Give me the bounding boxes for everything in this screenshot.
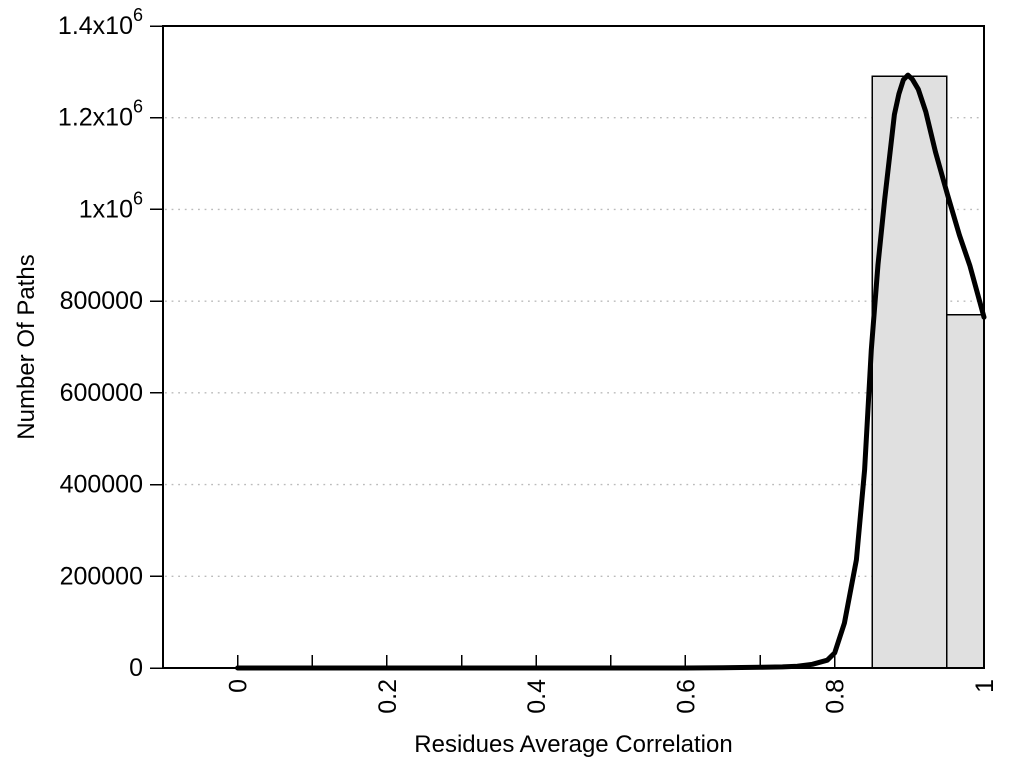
x-tick-label: 1 <box>971 679 999 693</box>
x-tick-label: 0.2 <box>374 679 402 714</box>
y-tick-label: 400000 <box>60 471 143 499</box>
x-tick-label: 0.6 <box>672 679 700 714</box>
x-tick-label: 0.8 <box>822 679 850 714</box>
y-tick-label: 0 <box>129 654 143 682</box>
y-axis-title: Number Of Paths <box>13 254 40 439</box>
y-tick-label: 200000 <box>60 562 143 590</box>
y-tick-marks <box>150 25 162 669</box>
y-tick-label: 1.2x106 <box>58 97 143 132</box>
histogram-bars <box>871 75 985 669</box>
histogram-bar <box>945 314 985 669</box>
plot-border <box>162 25 985 669</box>
y-tick-label: 1x106 <box>79 188 143 223</box>
density-curve <box>235 72 987 671</box>
histogram-bar <box>871 75 948 669</box>
y-tick-labels: 0 200000 400000 600000 800000 1x106 1.2x106 1.4… <box>58 5 143 682</box>
x-axis-title: Residues Average Correlation <box>414 731 732 758</box>
y-tick-label: 1.4x106 <box>58 5 143 40</box>
y-tick-label: 800000 <box>60 287 143 315</box>
y-tick-label: 600000 <box>60 379 143 407</box>
x-tick-labels: 0 0.2 0.4 0.6 0.8 1 <box>225 679 999 714</box>
x-tick-label: 0.4 <box>523 679 551 714</box>
x-tick-label: 0 <box>225 679 253 693</box>
